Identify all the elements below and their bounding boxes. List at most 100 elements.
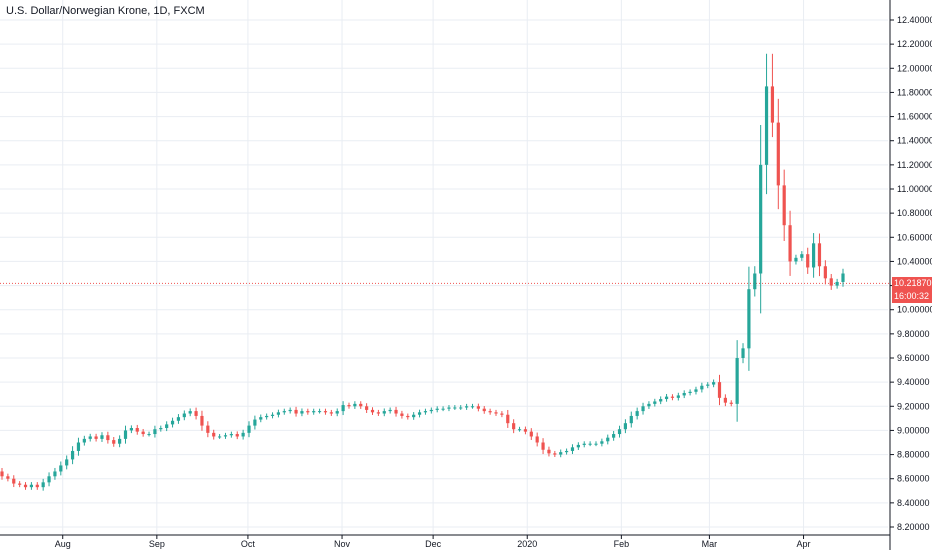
candle-body: [118, 438, 122, 444]
candle: [700, 382, 704, 393]
candle: [70, 446, 75, 465]
candle: [470, 403, 475, 409]
candle: [235, 431, 239, 440]
price-tick-label: 11.80000: [897, 87, 932, 97]
candle: [782, 169, 786, 241]
candle: [635, 407, 639, 420]
candle-body: [376, 412, 380, 414]
candle: [59, 461, 63, 476]
candle: [500, 411, 504, 418]
candle-body: [764, 86, 769, 165]
candle-body: [782, 185, 786, 226]
candle-body: [582, 443, 586, 445]
candle: [153, 425, 157, 438]
candle-body: [365, 406, 369, 410]
candle-body: [265, 415, 269, 418]
candle-body: [553, 453, 557, 455]
candle: [412, 412, 416, 420]
price-tick-label: 11.60000: [897, 112, 932, 122]
candle: [382, 408, 386, 417]
candle-body: [353, 403, 357, 407]
candle-body: [429, 409, 433, 412]
time-tick-label: Apr: [797, 539, 811, 549]
candle: [347, 402, 351, 409]
candle: [94, 433, 98, 442]
candle: [47, 472, 51, 487]
price-tick-label: 10.60000: [897, 232, 932, 242]
candle-body: [65, 459, 69, 466]
candle-body: [317, 411, 322, 413]
candle-body: [129, 428, 133, 431]
candle-body: [841, 273, 845, 282]
candle: [729, 400, 733, 407]
candle: [100, 432, 104, 442]
candle-body: [817, 243, 822, 267]
candle-body: [747, 289, 751, 349]
candle-body: [306, 411, 310, 413]
candle-body: [694, 389, 698, 392]
candle-body: [29, 484, 34, 488]
chart-grid: [0, 0, 888, 535]
candle: [706, 382, 710, 389]
candle: [741, 343, 745, 364]
candle-body: [106, 435, 110, 441]
candle: [788, 210, 792, 276]
candle: [365, 403, 369, 413]
candle-body: [741, 348, 745, 358]
candle-body: [53, 471, 57, 477]
candle: [212, 429, 216, 440]
candle: [659, 396, 663, 405]
candle-body: [506, 414, 510, 424]
candle: [688, 389, 692, 396]
candle: [12, 475, 16, 488]
candle-body: [800, 254, 804, 258]
candle-body: [517, 429, 522, 431]
candle: [423, 408, 428, 415]
candle-body: [341, 405, 345, 412]
candle-body: [617, 429, 622, 435]
candle-body: [176, 417, 181, 421]
candle: [0, 467, 4, 480]
candle: [806, 247, 810, 274]
price-tick-label: 10.80000: [897, 208, 932, 218]
candle-body: [0, 471, 4, 477]
candle-body: [229, 434, 233, 436]
candle: [535, 432, 539, 447]
candle: [612, 430, 616, 441]
candle: [694, 386, 698, 395]
candle-body: [488, 411, 492, 413]
candle: [341, 401, 345, 416]
candle: [29, 482, 34, 490]
candle: [494, 409, 498, 416]
candle-body: [700, 385, 704, 390]
candle-body: [276, 412, 281, 415]
candle: [123, 425, 128, 444]
candle: [282, 408, 286, 415]
candle-body: [200, 415, 204, 426]
price-tick-label: 9.80000: [897, 329, 930, 339]
candle: [506, 409, 510, 428]
candle-body: [323, 411, 328, 413]
candle-body: [759, 164, 763, 274]
candle: [600, 438, 604, 447]
candle-body: [806, 254, 810, 268]
candle: [118, 435, 122, 448]
candle: [394, 406, 398, 417]
candle: [564, 448, 569, 455]
candle-body: [594, 443, 598, 445]
candle: [88, 433, 92, 442]
candle-body: [212, 432, 216, 437]
candle: [376, 409, 380, 416]
candle: [435, 406, 439, 413]
candle-body: [253, 419, 257, 426]
candle: [388, 407, 392, 414]
candle: [629, 411, 633, 428]
candle: [447, 405, 451, 412]
candle: [147, 431, 151, 437]
candle-body: [829, 278, 833, 286]
candle: [218, 434, 222, 439]
candle-body: [476, 406, 480, 409]
candle: [188, 408, 192, 417]
candle-body: [688, 391, 692, 394]
